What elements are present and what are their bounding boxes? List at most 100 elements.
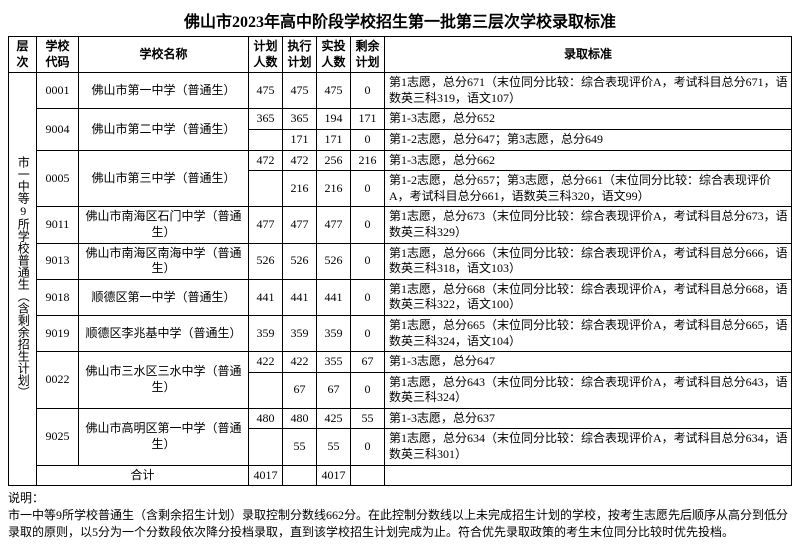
plan-cell: 477 [249,207,283,243]
name-cell: 顺德区第一中学（普通生） [79,279,249,315]
remain-cell: 0 [351,279,385,315]
code-cell: 0022 [37,352,79,409]
name-cell: 佛山市第一中学（普通生） [79,73,249,109]
code-cell: 9018 [37,279,79,315]
table-row: 9004佛山市第二中学（普通生）365365194171第1-3志愿，总分652 [9,109,792,130]
table-row: 9019顺德区李兆基中学（普通生）3593593590第1志愿，总分665（末位… [9,315,792,351]
standard-cell: 第1-3志愿，总分637 [385,408,792,429]
total-standard [385,465,792,486]
actual-cell: 441 [317,279,351,315]
table-row: 9013佛山市南海区南海中学（普通生）5265265260第1志愿，总分666（… [9,243,792,279]
name-cell: 佛山市南海区南海中学（普通生） [79,243,249,279]
code-cell: 9013 [37,243,79,279]
exec-cell: 365 [283,109,317,130]
plan-cell: 441 [249,279,283,315]
remain-cell: 0 [351,129,385,150]
footnote-block: 说明： 市一中等9所学校普通生（含剩余招生计划）录取控制分数线662分。在此控制… [8,490,792,540]
actual-cell: 256 [317,150,351,171]
standard-cell: 第1-3志愿，总分662 [385,150,792,171]
exec-cell: 171 [283,129,317,150]
standard-cell: 第1志愿，总分666（末位同分比较：综合表现评价A，考试科目总分666，语数英三… [385,243,792,279]
table-row: 0005佛山市第三中学（普通生）472472256216第1-3志愿，总分662 [9,150,792,171]
standard-cell: 第1志愿，总分668（末位同分比较：综合表现评价A，考试科目总分668，语数英三… [385,279,792,315]
remain-cell: 0 [351,372,385,408]
name-cell: 顺德区李兆基中学（普通生） [79,315,249,351]
plan-cell: 359 [249,315,283,351]
standard-cell: 第1志愿，总分634（末位同分比较：综合表现评价A，考试科目总分634，语数英三… [385,429,792,465]
remain-cell: 55 [351,408,385,429]
exec-cell: 422 [283,352,317,373]
standard-cell: 第1-3志愿，总分647 [385,352,792,373]
remain-cell: 0 [351,73,385,109]
col-code: 学校代码 [37,37,79,73]
exec-cell: 475 [283,73,317,109]
col-tier: 层次 [9,37,37,73]
col-plan: 计划人数 [249,37,283,73]
exec-cell: 477 [283,207,317,243]
standard-cell: 第1志愿，总分665（末位同分比较：综合表现评价A，考试科目总分665，语数英三… [385,315,792,351]
remain-cell: 171 [351,109,385,130]
plan-cell: 472 [249,150,283,171]
tier-cell: 市一中等9所学校普通生（含剩余招生计划） [9,73,37,486]
total-exec [283,465,317,486]
actual-cell: 475 [317,73,351,109]
remain-cell: 0 [351,429,385,465]
plan-cell: 422 [249,352,283,373]
remain-cell: 0 [351,243,385,279]
exec-cell: 526 [283,243,317,279]
actual-cell: 359 [317,315,351,351]
exec-cell: 67 [283,372,317,408]
plan-cell [249,171,283,207]
table-row: 9025佛山市高明区第一中学（普通生）48048042555第1-3志愿，总分6… [9,408,792,429]
exec-cell: 472 [283,150,317,171]
table-row: 0022佛山市三水区三水中学（普通生）42242235567第1-3志愿，总分6… [9,352,792,373]
header-row: 层次 学校代码 学校名称 计划人数 执行计划 实投人数 剩余计划 录取标准 [9,37,792,73]
code-cell: 9011 [37,207,79,243]
exec-cell: 441 [283,279,317,315]
plan-cell: 480 [249,408,283,429]
actual-cell: 477 [317,207,351,243]
table-row: 9018顺德区第一中学（普通生）4414414410第1志愿，总分668（末位同… [9,279,792,315]
exec-cell: 55 [283,429,317,465]
total-row: 合计40174017 [9,465,792,486]
actual-cell: 171 [317,129,351,150]
admission-table: 层次 学校代码 学校名称 计划人数 执行计划 实投人数 剩余计划 录取标准 市一… [8,36,792,486]
actual-cell: 425 [317,408,351,429]
name-cell: 佛山市第二中学（普通生） [79,109,249,150]
col-name: 学校名称 [79,37,249,73]
total-remain [351,465,385,486]
code-cell: 9025 [37,408,79,465]
total-plan: 4017 [249,465,283,486]
remain-cell: 0 [351,171,385,207]
plan-cell: 526 [249,243,283,279]
standard-cell: 第1志愿，总分673（末位同分比较：综合表现评价A，考试科目总分673，语数英三… [385,207,792,243]
table-row: 9011佛山市南海区石门中学（普通生）4774774770第1志愿，总分673（… [9,207,792,243]
footnote-text: 市一中等9所学校普通生（含剩余招生计划）录取控制分数线662分。在此控制分数线以… [8,508,788,539]
exec-cell: 216 [283,171,317,207]
standard-cell: 第1-2志愿，总分647；第3志愿，总分649 [385,129,792,150]
col-actual: 实投人数 [317,37,351,73]
remain-cell: 0 [351,207,385,243]
name-cell: 佛山市高明区第一中学（普通生） [79,408,249,465]
code-cell: 9019 [37,315,79,351]
col-remain: 剩余计划 [351,37,385,73]
total-actual: 4017 [317,465,351,486]
actual-cell: 67 [317,372,351,408]
standard-cell: 第1志愿，总分643（末位同分比较：综合表现评价A，考试科目总分643，语数英三… [385,372,792,408]
actual-cell: 55 [317,429,351,465]
name-cell: 佛山市南海区石门中学（普通生） [79,207,249,243]
remain-cell: 0 [351,315,385,351]
code-cell: 9004 [37,109,79,150]
actual-cell: 194 [317,109,351,130]
exec-cell: 480 [283,408,317,429]
plan-cell [249,372,283,408]
plan-cell: 475 [249,73,283,109]
actual-cell: 526 [317,243,351,279]
plan-cell [249,429,283,465]
code-cell: 0005 [37,150,79,207]
table-row: 市一中等9所学校普通生（含剩余招生计划）0001佛山市第一中学（普通生）4754… [9,73,792,109]
actual-cell: 355 [317,352,351,373]
standard-cell: 第1-3志愿，总分652 [385,109,792,130]
total-label: 合计 [37,465,249,486]
standard-cell: 第1志愿，总分671（末位同分比较：综合表现评价A，考试科目总分671，语数英三… [385,73,792,109]
